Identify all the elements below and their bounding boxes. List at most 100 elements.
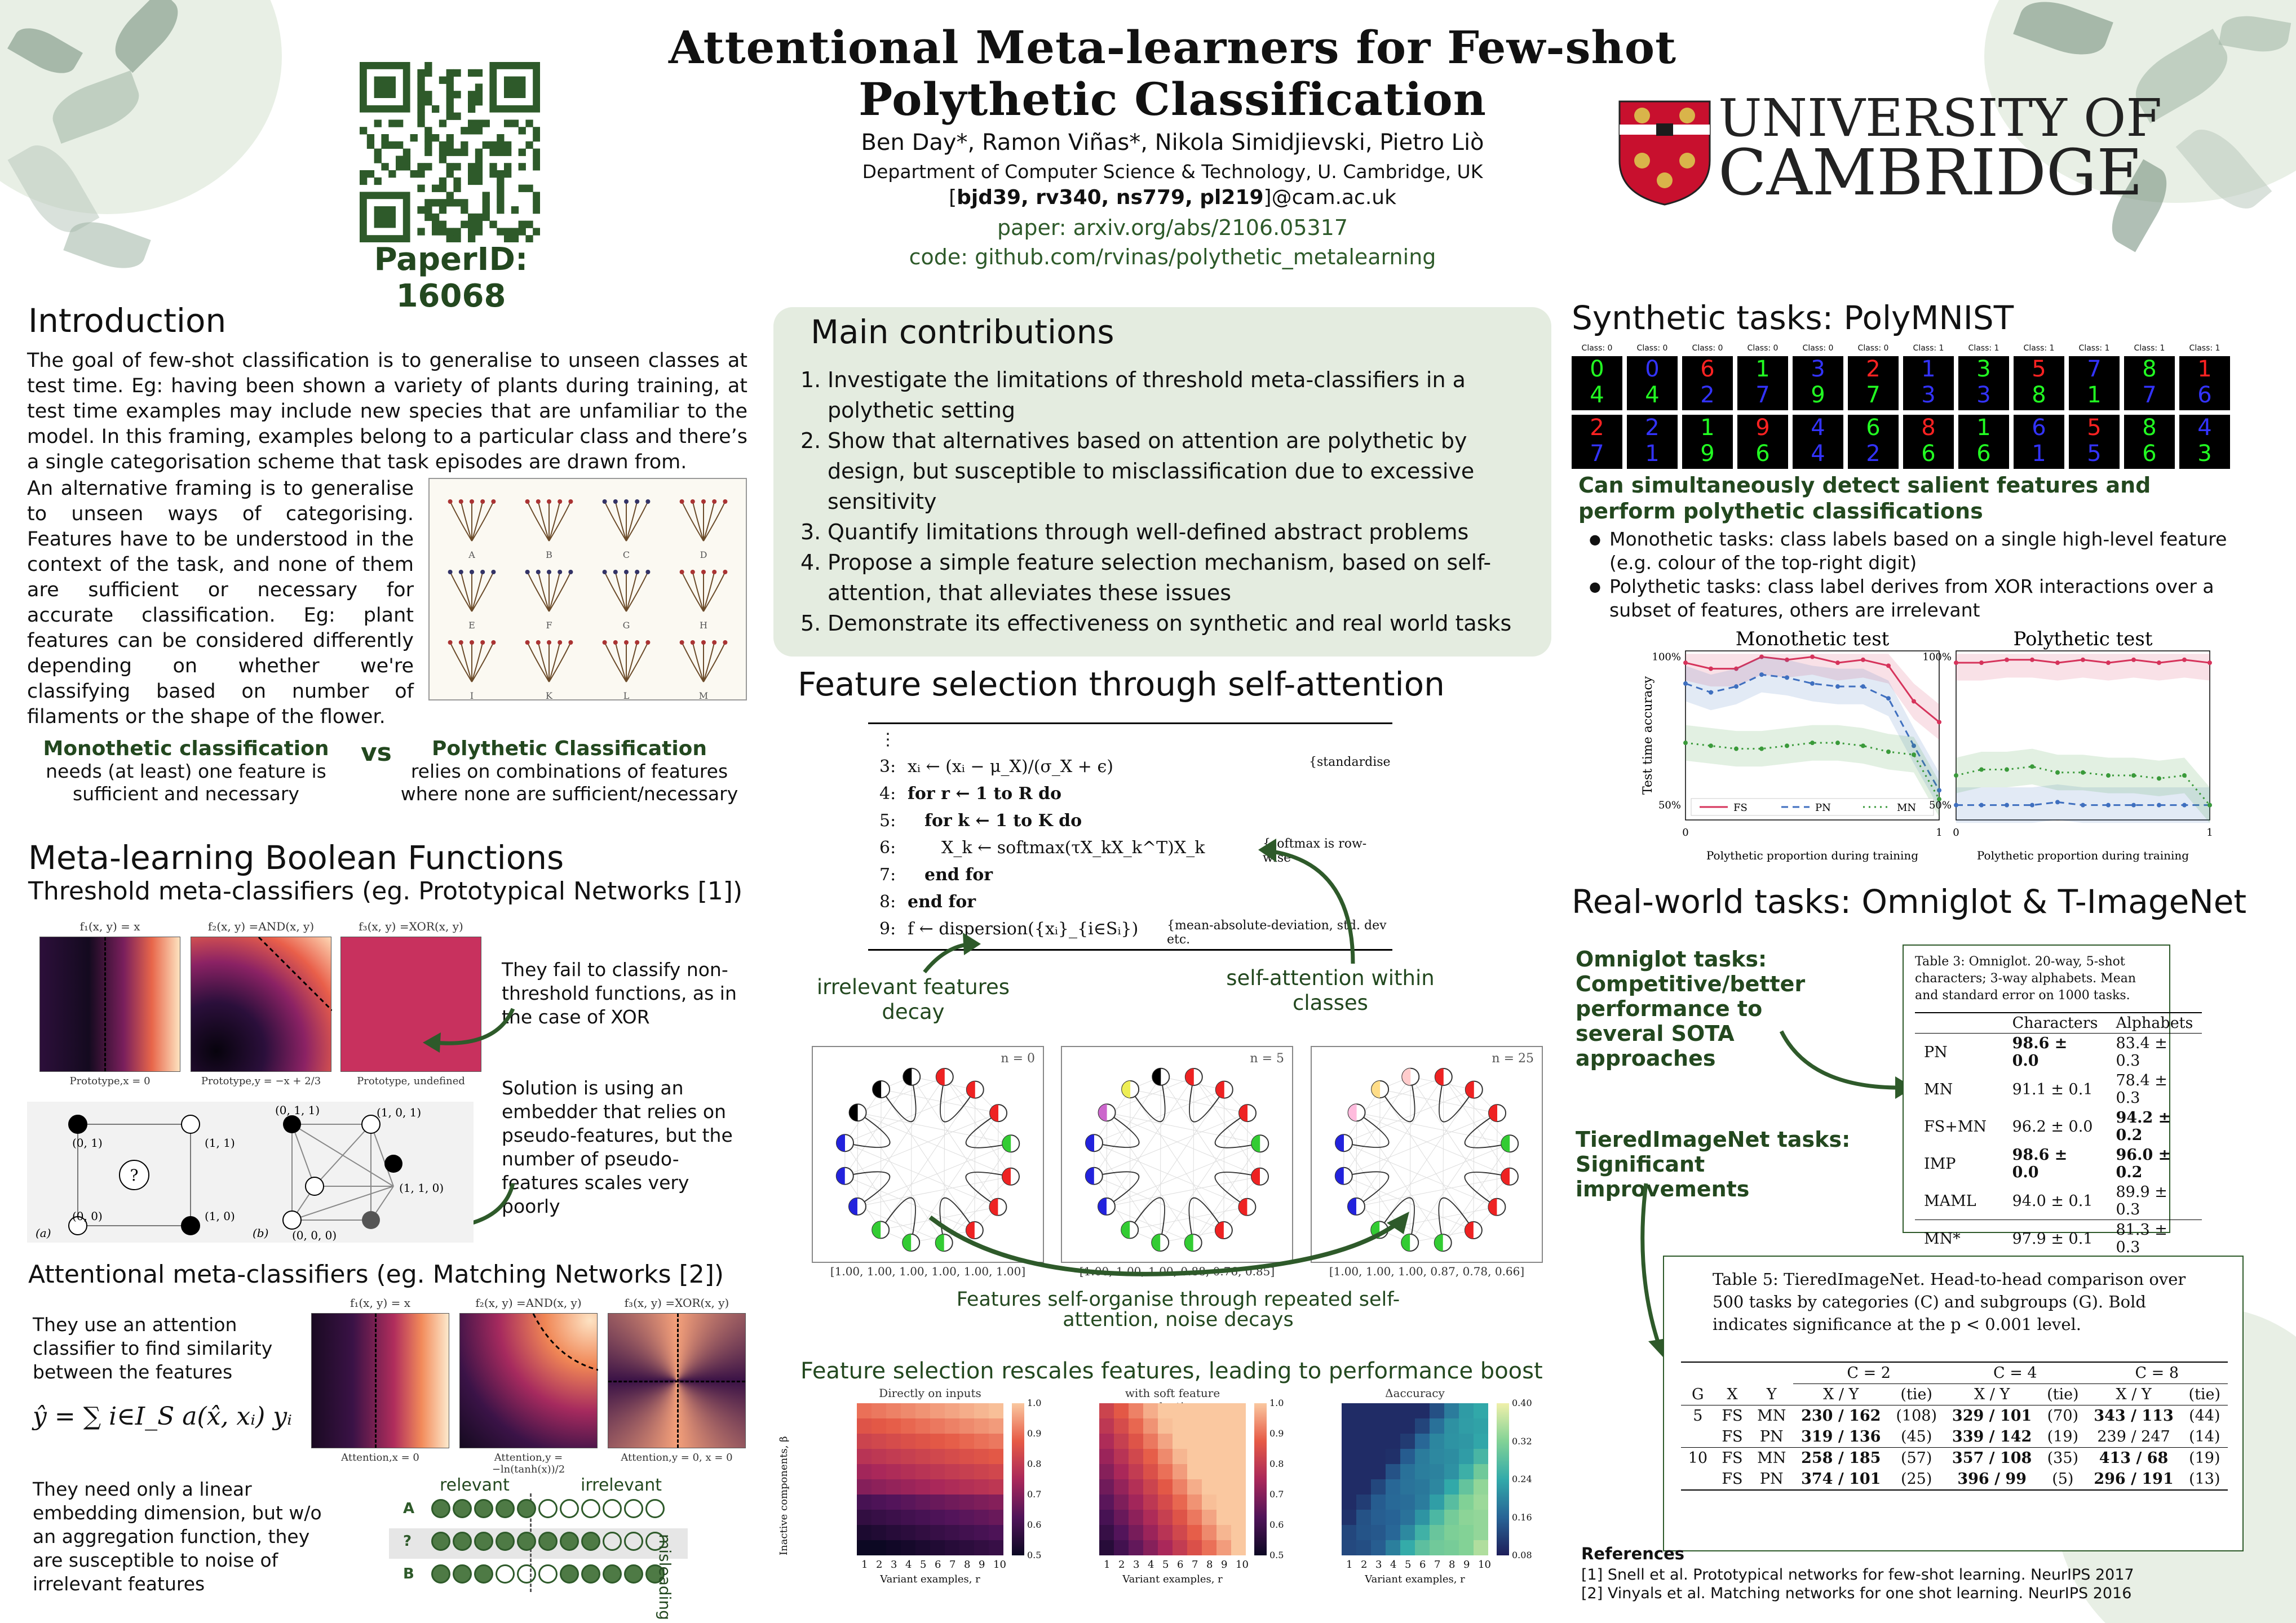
vertex <box>181 1216 200 1235</box>
filament <box>626 501 638 542</box>
graph-edge <box>1094 1112 1248 1177</box>
qr-module <box>482 141 490 149</box>
heatmap-cell <box>1430 1403 1444 1418</box>
data-point <box>1785 657 1789 662</box>
graph-node-fill <box>1434 1234 1443 1252</box>
heatmap-cell <box>989 1403 1003 1418</box>
table-cell: 98.6 ± 0.0 <box>2012 1035 2068 1070</box>
decision-boundary <box>608 1381 745 1382</box>
feature-circle <box>453 1564 472 1584</box>
heatmap-cell <box>1386 1510 1400 1525</box>
heatmap-cell <box>1231 1434 1246 1449</box>
filament <box>471 571 484 612</box>
qr-module <box>525 235 533 242</box>
heatmap-cell <box>959 1525 974 1540</box>
table-cell: (19) <box>2047 1428 2079 1445</box>
polymnist-grid: Class: 0 0 4 2 7 Class: 0 0 4 2 1 Class: 0 6 2 1 9 Clas… <box>1572 344 2237 469</box>
colorbar-tick: 0.5 <box>1027 1550 1042 1560</box>
heatmap-cell <box>1129 1449 1143 1464</box>
feature-row: B <box>403 1564 667 1584</box>
heatmap-cell <box>886 1449 901 1464</box>
graph-edge <box>857 1076 945 1207</box>
qr-module <box>525 184 533 192</box>
item-number: 2. <box>800 428 821 453</box>
data-point <box>2106 660 2111 666</box>
graph-node-fill <box>1215 1081 1224 1098</box>
feature-row: ? <box>403 1532 667 1551</box>
qr-module <box>388 119 396 127</box>
table-row: FS+MN 96.2 ± 0.0 94.2 ± 0.2 <box>1915 1108 2202 1145</box>
table-cell: 258 / 185 <box>1793 1447 1889 1469</box>
heatmap-cell <box>857 1540 871 1555</box>
question-mark: ? <box>130 1166 138 1185</box>
qr-module <box>432 105 440 113</box>
qr-module <box>504 148 512 156</box>
mnist-digit: 6 <box>2142 441 2157 467</box>
line-number: 8: <box>879 892 896 912</box>
table-group-header: C = 8 <box>2086 1362 2228 1384</box>
bullet-polythetic: Polythetic tasks: class label derives fr… <box>1587 575 2229 622</box>
heatmap-cell <box>901 1449 915 1464</box>
data-point <box>2182 802 2187 808</box>
x-tick: 5 <box>1162 1559 1169 1571</box>
heatmap-cell <box>930 1403 945 1418</box>
feature-circle <box>581 1532 600 1551</box>
qr-module <box>381 134 389 142</box>
qr-module <box>461 127 468 135</box>
qr-module <box>475 98 483 106</box>
qr-module <box>468 127 476 135</box>
heatmap-cell <box>1371 1479 1386 1495</box>
qr-module <box>475 119 483 127</box>
data-point <box>2055 660 2060 666</box>
mnist-class-label: Class: 0 <box>1581 344 1613 353</box>
heatmap-cell <box>989 1434 1003 1449</box>
heatmap-cell <box>1099 1525 1114 1540</box>
colorbar-tick: 0.6 <box>1269 1519 1284 1530</box>
graph-edge <box>1356 1112 1444 1243</box>
qr-module <box>439 199 447 207</box>
boolean-cube-diagram: (0, 1) (1, 1) (0, 0) (1, 0)? (a) (0, 1, 1) (1,… <box>27 1102 474 1243</box>
heatmap-cell <box>857 1495 871 1510</box>
table-cell: (108) <box>1896 1407 1937 1425</box>
anther <box>723 499 728 504</box>
table-header-cell: Y <box>1750 1383 1794 1405</box>
qr-code-icon[interactable] <box>360 62 540 242</box>
qr-module <box>482 192 490 199</box>
data-point <box>1734 666 1738 671</box>
arrow-icon <box>928 1212 1409 1276</box>
heatmap-cell <box>1231 1403 1246 1418</box>
title-line-2: Polythetic Classification <box>859 73 1487 126</box>
heatmap-cell <box>1158 1434 1173 1449</box>
heatmap-cell <box>1114 1464 1129 1479</box>
y-axis-label: Inactive components, β <box>778 1436 790 1555</box>
heatmap-cell <box>1231 1449 1246 1464</box>
qr-module <box>417 105 425 113</box>
heatmap-cell <box>1143 1418 1158 1434</box>
graph-edge <box>1107 1112 1260 1177</box>
feature-circle <box>645 1564 665 1584</box>
qr-module <box>410 134 418 142</box>
data-point <box>1861 684 1865 689</box>
filament <box>703 571 715 612</box>
qr-module <box>453 199 461 207</box>
paper-link[interactable]: paper: arxiv.org/abs/2106.05317 <box>997 215 1348 240</box>
mono-title: Monothetic classification <box>43 737 329 760</box>
data-point <box>2157 802 2161 808</box>
x-tick: 1 <box>861 1559 868 1571</box>
filament <box>460 571 472 612</box>
code-link[interactable]: code: github.com/rvinas/polythetic_metal… <box>909 245 1436 269</box>
qr-module <box>439 148 447 156</box>
anther <box>558 570 563 574</box>
heatmap-cell <box>945 1540 959 1555</box>
table-row: FS PN 319 / 136 (45) 339 / 142 (19) 239 / 247 (… <box>1681 1426 2228 1448</box>
qr-module <box>417 163 425 171</box>
graph-edge <box>1188 1076 1225 1123</box>
qr-module <box>432 199 440 207</box>
table-row: MN 91.1 ± 0.1 78.4 ± 0.3 <box>1915 1071 2202 1108</box>
y-tick: 50% <box>1658 800 1681 812</box>
filament <box>471 501 494 542</box>
graph-node-fill <box>836 1167 845 1185</box>
